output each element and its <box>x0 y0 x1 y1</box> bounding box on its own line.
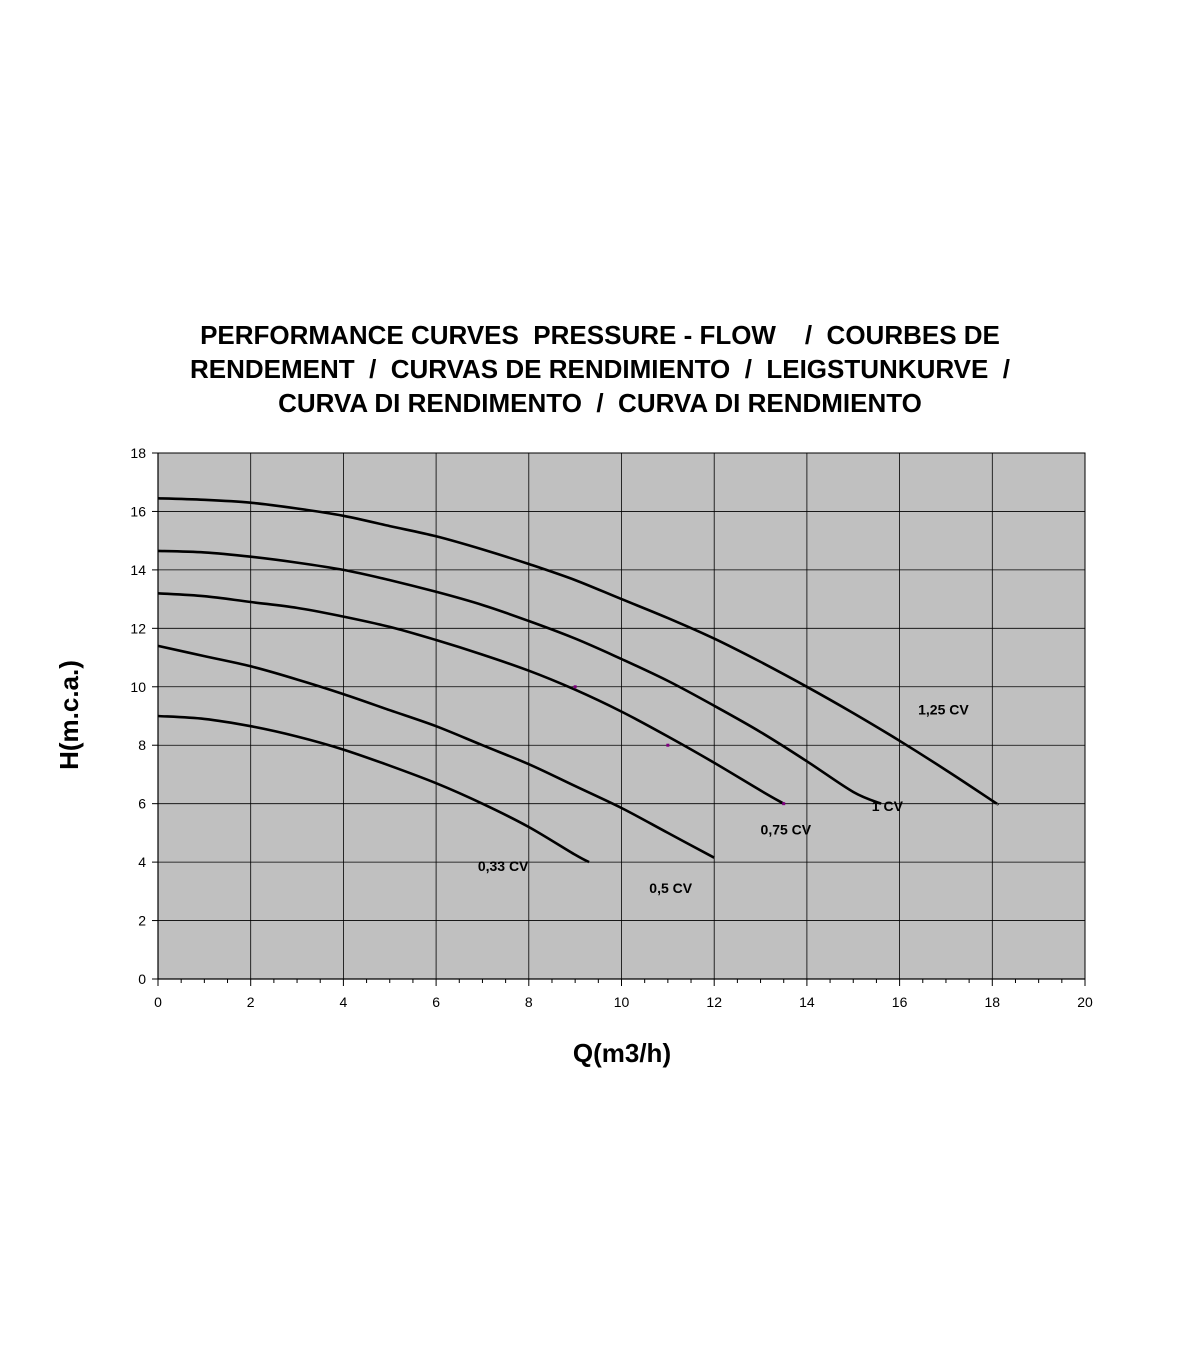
series-line-0 <box>157 714 590 864</box>
y-tick-label-5: 10 <box>130 679 146 695</box>
x-tick-label-1: 2 <box>247 994 255 1010</box>
series-line-4 <box>157 497 999 806</box>
chart-title-line-1: PERFORMANCE CURVES PRESSURE - FLOW / COU… <box>200 320 1000 350</box>
x-tick-label-3: 6 <box>432 994 440 1010</box>
y-tick-label-7: 14 <box>130 562 146 578</box>
chart-title: PERFORMANCE CURVES PRESSURE - FLOW / COU… <box>0 318 1200 420</box>
data-point-marker-0 <box>573 685 577 689</box>
series-label-2: 0,75 CV <box>761 821 812 837</box>
y-tick-label-3: 6 <box>138 796 146 812</box>
y-tick-label-6: 12 <box>130 620 146 636</box>
x-tick-label-4: 8 <box>525 994 533 1010</box>
markers <box>573 685 786 806</box>
x-tick-label-8: 16 <box>892 994 908 1010</box>
chart-title-line-3: CURVA DI RENDIMENTO / CURVA DI RENDMIENT… <box>278 388 922 418</box>
data-point-marker-2 <box>782 802 786 806</box>
series-line-1 <box>157 644 715 859</box>
x-tick-label-7: 14 <box>799 994 815 1010</box>
x-tick-label-0: 0 <box>154 994 162 1010</box>
series-label-1: 0,5 CV <box>649 880 692 896</box>
x-tick-label-9: 18 <box>985 994 1001 1010</box>
y-axis-title: H(m.c.a.) <box>54 660 84 770</box>
series-lines <box>157 497 999 864</box>
y-tick-label-2: 4 <box>138 854 146 870</box>
axes: 0 2 4 6 8 10 12 14 16 18 20 0 2 4 6 8 10 12 14 16 18 <box>130 445 1093 1010</box>
grid <box>157 452 1086 980</box>
x-tick-label-10: 20 <box>1077 994 1093 1010</box>
y-tick-label-8: 16 <box>130 503 146 519</box>
x-tick-label-6: 12 <box>706 994 722 1010</box>
x-axis-title: Q(m3/h) <box>573 1038 671 1068</box>
series-line-3 <box>157 549 882 805</box>
series-label-3: 1 CV <box>872 798 904 814</box>
y-tick-label-9: 18 <box>130 445 146 461</box>
y-tick-label-1: 2 <box>138 913 146 929</box>
series-line-2 <box>157 592 785 805</box>
labels: 0,33 CV 0,5 CV 0,75 CV 1 CV 1,25 CV <box>478 702 970 896</box>
series-label-0: 0,33 CV <box>478 858 529 874</box>
series-label-4: 1,25 CV <box>918 702 969 718</box>
y-tick-label-4: 8 <box>138 737 146 753</box>
data-point-marker-1 <box>666 743 670 747</box>
y-tick-label-0: 0 <box>138 971 146 987</box>
chart-title-line-2: RENDEMENT / CURVAS DE RENDIMIENTO / LEIG… <box>189 354 1011 384</box>
x-tick-label-5: 10 <box>614 994 630 1010</box>
x-tick-label-2: 4 <box>340 994 348 1010</box>
